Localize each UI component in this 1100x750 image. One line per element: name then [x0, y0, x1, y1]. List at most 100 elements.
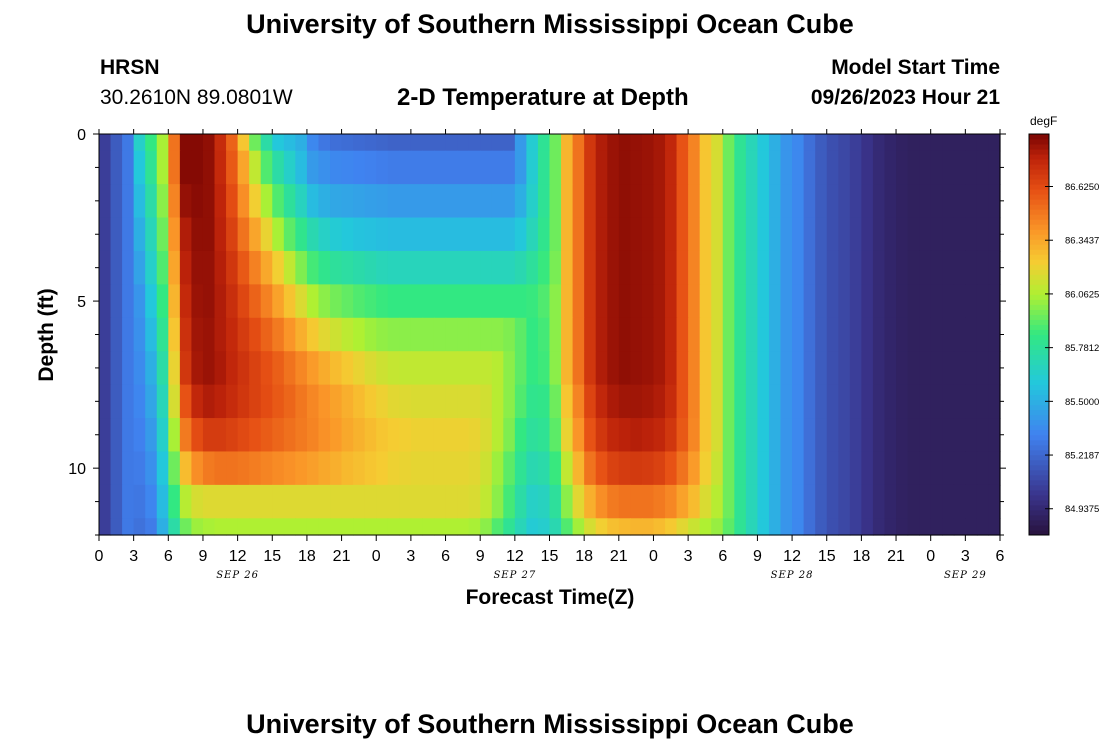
colorbar-segment	[1029, 459, 1049, 466]
heatmap-cell	[768, 451, 782, 486]
heatmap-cell	[665, 184, 678, 219]
heatmap-cell	[295, 518, 308, 536]
heatmap-cell	[584, 351, 597, 386]
heatmap-cell	[561, 134, 574, 152]
heatmap-cell	[433, 351, 447, 386]
heatmap-cell	[353, 250, 366, 285]
heatmap-cell	[133, 484, 146, 519]
x-tick-label: 0	[926, 548, 935, 565]
heatmap-cell	[942, 518, 955, 536]
heatmap-cell	[618, 150, 631, 185]
heatmap-cell	[676, 451, 689, 486]
heatmap-cell	[988, 451, 1001, 486]
heatmap-cell	[491, 284, 504, 319]
colorbar-segment	[1029, 479, 1049, 486]
colorbar-segment	[1029, 234, 1049, 240]
heatmap-cell	[745, 317, 759, 352]
heatmap-cell	[988, 317, 1001, 352]
heatmap-cell	[491, 217, 504, 252]
heatmap-cell	[480, 150, 493, 185]
heatmap-cell	[295, 484, 308, 519]
colorbar-segment	[1029, 269, 1049, 275]
heatmap-cell	[422, 317, 435, 352]
heatmap-cell	[896, 384, 909, 419]
heatmap-cell	[757, 351, 770, 386]
heatmap-cell	[792, 150, 805, 185]
heatmap-cell	[595, 150, 608, 185]
heatmap-cell	[942, 351, 955, 386]
heatmap-cell	[942, 484, 955, 519]
heatmap-cell	[953, 317, 966, 352]
heatmap-cell	[99, 284, 112, 319]
heatmap-cell	[145, 284, 158, 319]
heatmap-cell	[734, 518, 747, 536]
heatmap-cell	[722, 134, 735, 152]
heatmap-cell	[699, 184, 712, 219]
heatmap-cell	[272, 317, 285, 352]
heatmap-cell	[237, 418, 250, 453]
heatmap-cell	[399, 451, 412, 486]
heatmap-cell	[861, 184, 874, 219]
heatmap-cell	[607, 518, 620, 536]
heatmap-cell	[110, 518, 123, 536]
heatmap-cell	[422, 250, 435, 285]
heatmap-cell	[468, 184, 481, 219]
heatmap-cell	[942, 250, 955, 285]
heatmap-cell	[884, 284, 897, 319]
heatmap-cell	[930, 484, 943, 519]
heatmap-cell	[514, 451, 527, 486]
heatmap-cell	[226, 384, 239, 419]
heatmap-cell	[341, 317, 354, 352]
heatmap-cell	[514, 150, 527, 185]
heatmap-cell	[792, 451, 805, 486]
colorbar-segment	[1029, 139, 1049, 145]
heatmap-cell	[306, 451, 320, 486]
heatmap-cell	[734, 150, 747, 185]
heatmap-cell	[480, 518, 493, 536]
heatmap-cell	[202, 134, 216, 152]
heatmap-cell	[618, 250, 631, 285]
heatmap-cell	[433, 484, 447, 519]
x-tick-label: 18	[852, 548, 870, 565]
heatmap-cell	[641, 217, 655, 252]
heatmap-cell	[249, 384, 262, 419]
heatmap-cell	[803, 217, 816, 252]
heatmap-cell	[433, 284, 447, 319]
heatmap-cell	[665, 518, 678, 536]
heatmap-cell	[249, 418, 262, 453]
heatmap-cell	[526, 351, 539, 386]
heatmap-cell	[676, 518, 689, 536]
heatmap-cell	[768, 418, 782, 453]
heatmap-cell	[688, 284, 701, 319]
x-tick-label: 0	[649, 548, 658, 565]
colorbar-segment	[1029, 344, 1049, 351]
heatmap-cell	[988, 384, 1001, 419]
heatmap-cell	[792, 484, 805, 519]
heatmap-cell	[387, 150, 400, 185]
heatmap-cell	[399, 484, 412, 519]
heatmap-cell	[757, 484, 770, 519]
x-tick-label: 6	[996, 548, 1005, 565]
heatmap-cell	[711, 518, 724, 536]
heatmap-cell	[768, 184, 782, 219]
heatmap-cell	[445, 134, 458, 152]
heatmap-cell	[745, 150, 759, 185]
heatmap-cell	[665, 484, 678, 519]
heatmap-cell	[145, 518, 158, 536]
heatmap-cell	[884, 518, 897, 536]
colorbar-segment	[1029, 409, 1049, 416]
heatmap-cell	[122, 150, 135, 185]
heatmap-cell	[965, 518, 978, 536]
colorbar-segment	[1029, 324, 1049, 330]
heatmap-cell	[792, 418, 805, 453]
heatmap-cell	[849, 351, 862, 386]
heatmap-cell	[99, 351, 112, 386]
heatmap-cell	[133, 217, 146, 252]
heatmap-cell	[722, 284, 735, 319]
heatmap-cell	[387, 250, 400, 285]
heatmap-cell	[122, 384, 135, 419]
heatmap-cell	[965, 317, 978, 352]
heatmap-cell	[745, 217, 759, 252]
colorbar-segment	[1029, 464, 1049, 471]
heatmap-cell	[399, 150, 412, 185]
